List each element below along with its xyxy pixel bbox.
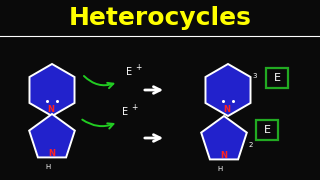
Polygon shape bbox=[205, 64, 251, 116]
Text: N: N bbox=[49, 150, 55, 159]
Text: Heterocycles: Heterocycles bbox=[68, 6, 252, 30]
FancyBboxPatch shape bbox=[266, 68, 288, 88]
Text: +: + bbox=[131, 103, 137, 112]
FancyBboxPatch shape bbox=[256, 120, 278, 140]
Polygon shape bbox=[29, 64, 75, 116]
Text: N: N bbox=[47, 105, 54, 114]
Text: N: N bbox=[223, 105, 230, 114]
Text: E: E bbox=[274, 73, 281, 83]
Text: E: E bbox=[263, 125, 270, 135]
Polygon shape bbox=[29, 114, 75, 158]
Text: 2: 2 bbox=[249, 142, 253, 148]
Text: N: N bbox=[220, 152, 228, 161]
Text: H: H bbox=[217, 166, 223, 172]
Text: +: + bbox=[135, 64, 141, 73]
Text: E: E bbox=[122, 107, 128, 117]
Text: 3: 3 bbox=[252, 73, 257, 79]
Text: E: E bbox=[126, 67, 132, 77]
Polygon shape bbox=[201, 116, 247, 159]
Text: H: H bbox=[45, 164, 51, 170]
